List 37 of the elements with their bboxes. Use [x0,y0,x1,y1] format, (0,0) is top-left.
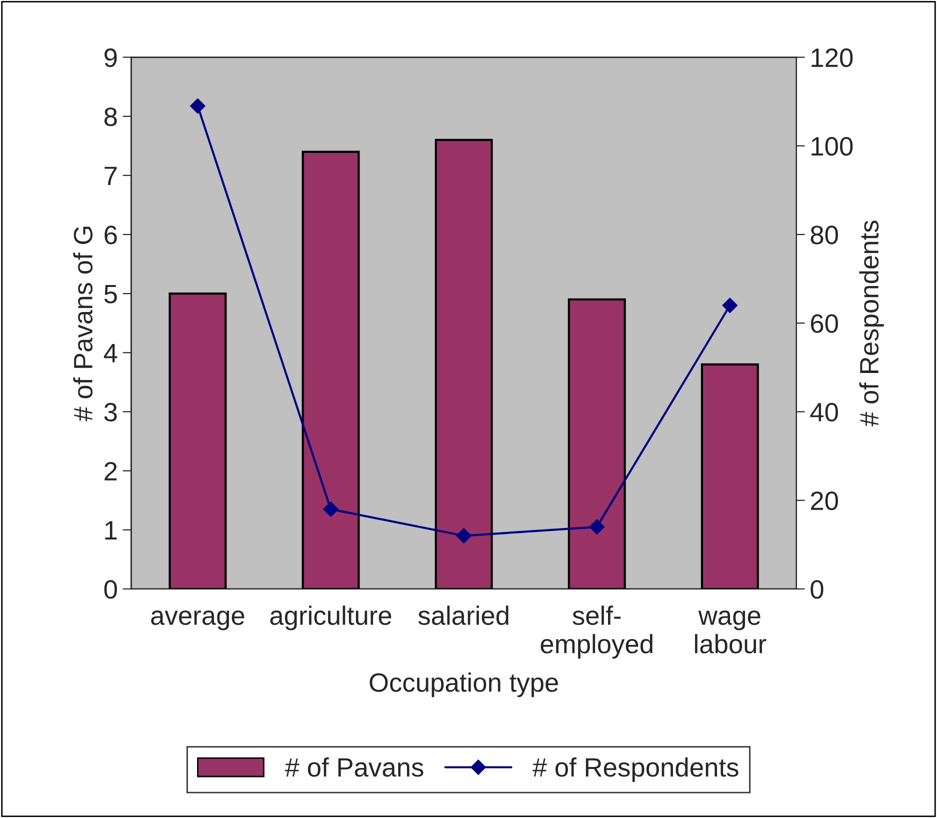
y-tick-label: 3 [104,402,117,422]
y-tick-label: 4 [104,344,118,362]
y-tick-label: 2 [104,462,117,480]
bar [168,292,227,589]
point [190,98,206,114]
y2-tick-label: 120 [812,48,853,68]
y-tick-label: 7 [104,166,117,185]
y-tick-label: 0 [104,580,117,599]
x-tick-label: salaried [418,606,508,626]
x-tick-label: average [151,610,244,630]
y2-axis-title: # of Respondents [859,220,884,426]
bar [302,150,360,589]
y2-tick-label: 60 [810,314,838,333]
y-tick-label: 6 [104,226,117,244]
legend-label: # of Respondents [532,757,738,782]
bar [568,298,626,589]
bar [434,138,493,589]
x-tick-label: wage labour [695,610,766,654]
point [722,298,738,313]
y2-tick-label: 100 [812,137,853,156]
x-tick-label: agriculture [270,606,392,630]
point [456,528,472,544]
y-tick-label: 8 [104,107,117,126]
y2-tick-label: 80 [810,226,838,244]
y-tick-label: 5 [104,284,117,304]
y2-tick-label: 20 [810,491,838,510]
point [323,502,338,517]
x-tick-label: self- employed [540,606,652,659]
point [589,519,604,534]
legend-label: # of Pavans [284,757,424,777]
y2-tick-label: 40 [810,402,838,422]
y-tick-label: 1 [105,521,117,540]
y-tick-label: 9 [104,48,117,68]
y2-tick-label: 0 [810,580,824,599]
x-axis-title: Occupation type [370,672,558,698]
y-axis-title: # of Pavans of G [73,226,93,422]
bar [700,363,759,589]
